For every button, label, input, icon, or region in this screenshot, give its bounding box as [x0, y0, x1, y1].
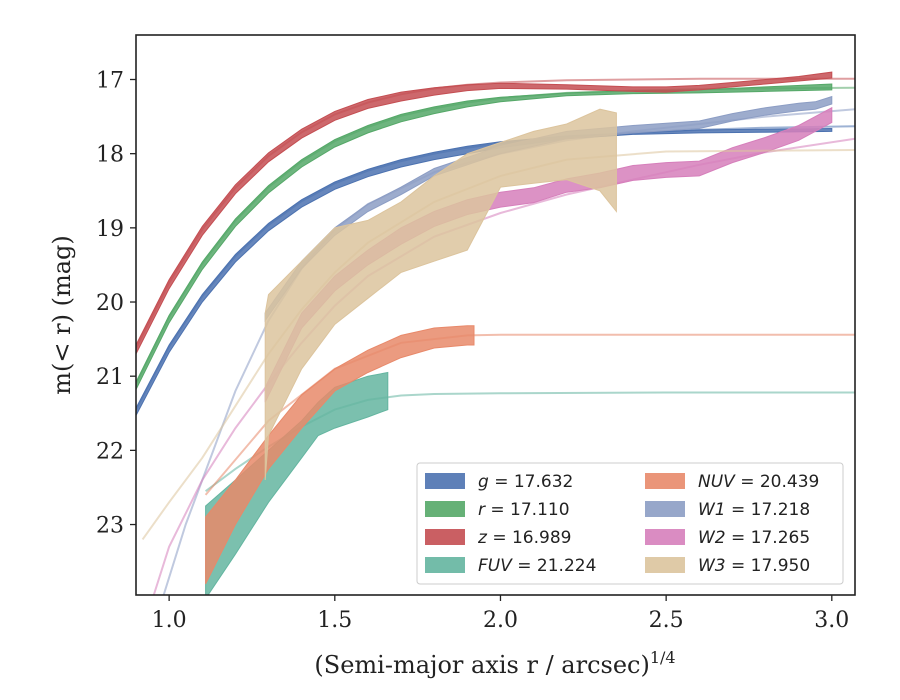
y-axis: 17 18 19 20 21 22 23: [96, 69, 136, 539]
legend-label-w3: W3 = 17.950: [698, 556, 810, 576]
x-axis-label: (Semi-major axis r / arcsec)1/4: [314, 648, 675, 679]
x-tick-label: 2.0: [483, 608, 518, 633]
x-tick-label: 3.0: [814, 608, 849, 633]
legend-label-w1: W1 = 17.218: [698, 500, 810, 520]
legend-label-w2: W2 = 17.265: [698, 528, 810, 548]
series-g-band: [136, 127, 833, 416]
legend-swatch-w1: [645, 501, 685, 517]
y-tick-label: 21: [96, 365, 124, 390]
legend-swatch-r: [425, 501, 465, 517]
y-tick-label: 20: [96, 291, 124, 316]
legend-swatch-nuv: [645, 473, 685, 489]
series-nuv-band: [205, 325, 475, 585]
legend-label-fuv: FUV = 21.224: [478, 556, 596, 576]
legend-box: [416, 462, 844, 585]
legend-label-g: g = 17.632: [478, 472, 573, 492]
series-r-band: [136, 83, 833, 390]
legend-swatch-w3: [645, 557, 685, 573]
y-tick-label: 23: [96, 514, 124, 539]
y-tick-label: 18: [96, 143, 124, 168]
legend-label-z: z = 16.989: [477, 528, 571, 548]
x-tick-label: 1.5: [317, 608, 352, 633]
legend-swatch-z: [425, 529, 465, 545]
legend-label-nuv: NUV = 20.439: [698, 472, 819, 492]
series-w3-band: [264, 108, 617, 481]
series-layer: [136, 71, 855, 595]
x-axis: 1.0 1.5 2.0 2.5 3.0: [152, 595, 849, 633]
legend-label-r: r = 17.110: [478, 500, 570, 520]
legend-swatch-w2: [645, 529, 685, 545]
y-axis-label: m(< r) (mag): [48, 235, 76, 394]
x-tick-label: 2.5: [649, 608, 684, 633]
legend: g = 17.632 r = 17.110 z = 16.989 FUV = 21.2…: [416, 462, 844, 585]
legend-swatch-g: [425, 473, 465, 489]
y-tick-label: 19: [96, 217, 124, 242]
y-tick-label: 22: [96, 439, 124, 464]
plot-frame: [135, 34, 856, 596]
series-z-band: [136, 71, 833, 355]
x-tick-label: 1.0: [152, 608, 187, 633]
y-tick-label: 17: [96, 69, 124, 94]
legend-swatch-fuv: [425, 557, 465, 573]
